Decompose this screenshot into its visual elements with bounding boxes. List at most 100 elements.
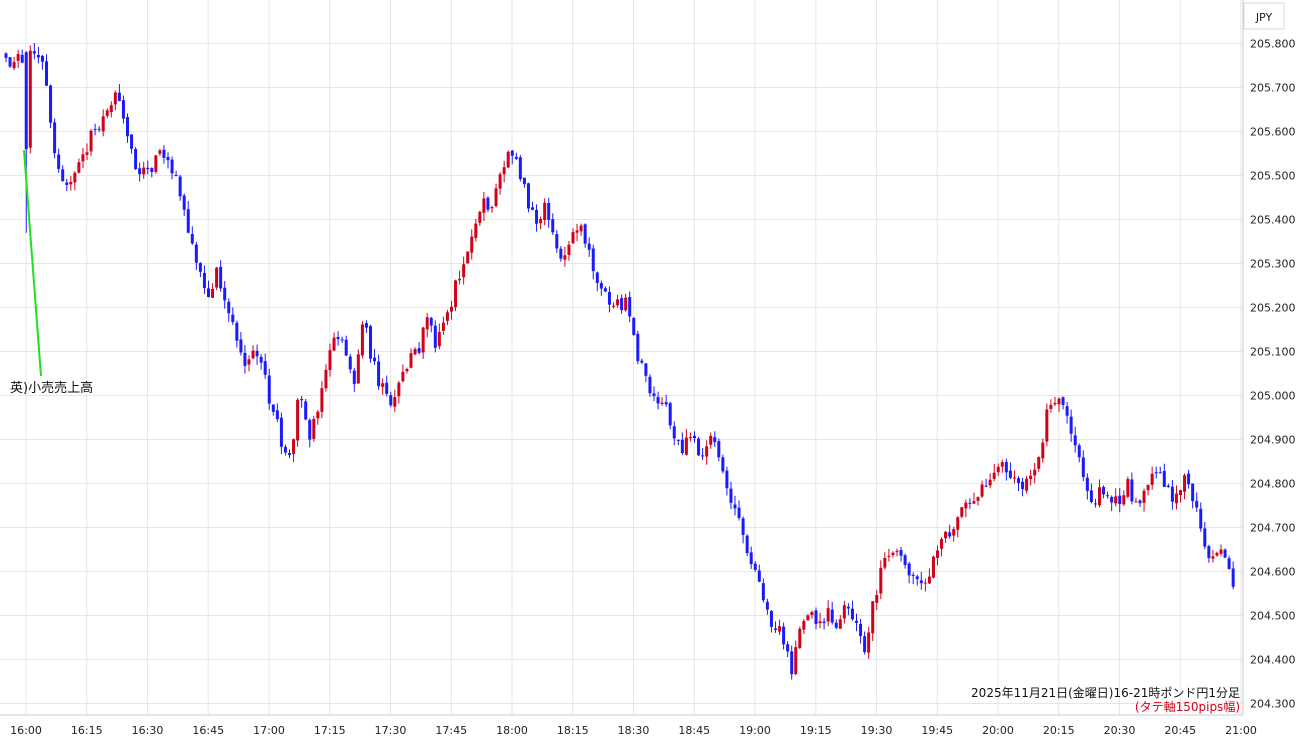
candle-body (429, 317, 433, 326)
candle-body (271, 404, 275, 412)
candle-body (308, 419, 312, 440)
candle-body (462, 264, 466, 278)
x-tick-label: 17:45 (435, 724, 467, 737)
candle-body (32, 51, 36, 54)
candle-body (842, 605, 846, 619)
candle-body (1057, 398, 1061, 405)
candle-body (563, 255, 567, 260)
candle-body (972, 501, 976, 504)
candle-body (879, 567, 883, 594)
candle-body (891, 552, 895, 556)
candle-body (381, 383, 385, 387)
candle-body (211, 288, 215, 298)
candle-body (158, 150, 162, 154)
y-tick-label: 205.700 (1250, 82, 1296, 95)
candle-body (1077, 445, 1081, 458)
x-tick-label: 16:15 (71, 724, 103, 737)
candle-body (312, 418, 316, 439)
candle-body (919, 580, 923, 584)
candle-body (417, 348, 421, 353)
x-tick-label: 19:45 (921, 724, 953, 737)
candle-body (664, 402, 668, 405)
candle-body (77, 162, 81, 173)
currency-label: JPY (1255, 11, 1273, 24)
candle-body (450, 306, 453, 312)
candle-body (1170, 486, 1174, 502)
candle-body (559, 248, 563, 259)
candle-body (757, 570, 761, 582)
x-tick-label: 19:30 (861, 724, 893, 737)
candle-body (640, 360, 644, 363)
candle-body (288, 453, 291, 456)
candle-body (138, 168, 142, 175)
candle-body (810, 611, 814, 616)
candle-body (923, 582, 927, 584)
candle-body (518, 157, 522, 179)
candle-body (688, 437, 692, 439)
x-tick-label: 20:15 (1043, 724, 1075, 737)
candle-body (360, 324, 364, 356)
candle-body (871, 601, 875, 634)
x-tick-label: 18:45 (678, 724, 710, 737)
candle-body (713, 437, 717, 443)
y-tick-label: 205.000 (1250, 390, 1296, 403)
candle-body (1227, 558, 1231, 570)
caption-group: 2025年11月21日(金曜日)16-21時ポンド円1分足 (タテ軸150pip… (971, 685, 1240, 714)
candle-body (1061, 397, 1065, 405)
candle-body (531, 207, 534, 210)
candle-body (20, 54, 24, 63)
candle-body (1223, 549, 1227, 558)
candle-body (1045, 409, 1049, 442)
candle-body (952, 529, 956, 536)
candle-body (433, 325, 437, 348)
y-tick-label: 204.900 (1250, 434, 1296, 447)
chart-caption: 2025年11月21日(金曜日)16-21時ポンド円1分足 (971, 685, 1240, 700)
candle-body (364, 323, 368, 328)
candle-body (1195, 500, 1199, 508)
candle-body (1073, 435, 1077, 446)
candle-body (239, 339, 243, 353)
candle-body (984, 485, 988, 487)
candle-body (1017, 478, 1020, 484)
candle-body (806, 615, 810, 621)
y-tick-label: 204.400 (1250, 654, 1296, 667)
candle-body (769, 611, 773, 627)
candle-body (134, 148, 138, 170)
candle-body (332, 337, 336, 351)
candle-body (1134, 501, 1138, 503)
candle-body (150, 168, 154, 172)
candle-body (385, 382, 389, 394)
candle-body (373, 357, 377, 362)
candle-body (786, 644, 790, 652)
candle-body (348, 356, 352, 370)
candle-body (693, 435, 696, 439)
candle-body (24, 52, 28, 150)
candle-body (1093, 503, 1097, 505)
candle-body (215, 267, 219, 288)
candle-body (49, 85, 53, 123)
candle-body (356, 354, 360, 384)
candle-body (818, 621, 822, 624)
candle-body (65, 182, 69, 185)
candle-body (652, 393, 656, 397)
candle-body (522, 177, 526, 185)
candle-body (749, 552, 753, 565)
candle-body (142, 167, 146, 175)
candle-body (1033, 469, 1037, 476)
candle-body (1102, 487, 1106, 495)
candle-body (369, 326, 372, 359)
candle-body (1029, 475, 1033, 480)
candle-body (413, 349, 417, 355)
candle-body (89, 130, 93, 152)
candle-body (1008, 470, 1012, 478)
candle-body (352, 370, 356, 384)
axis-layer: JPY (0, 0, 1285, 716)
candle-body (996, 466, 1000, 473)
candle-body (668, 403, 672, 426)
candle-body (883, 557, 887, 568)
candle-body (1162, 471, 1166, 488)
candle-body (97, 128, 101, 130)
x-tick-label: 19:15 (800, 724, 832, 737)
candle-body (684, 437, 688, 455)
